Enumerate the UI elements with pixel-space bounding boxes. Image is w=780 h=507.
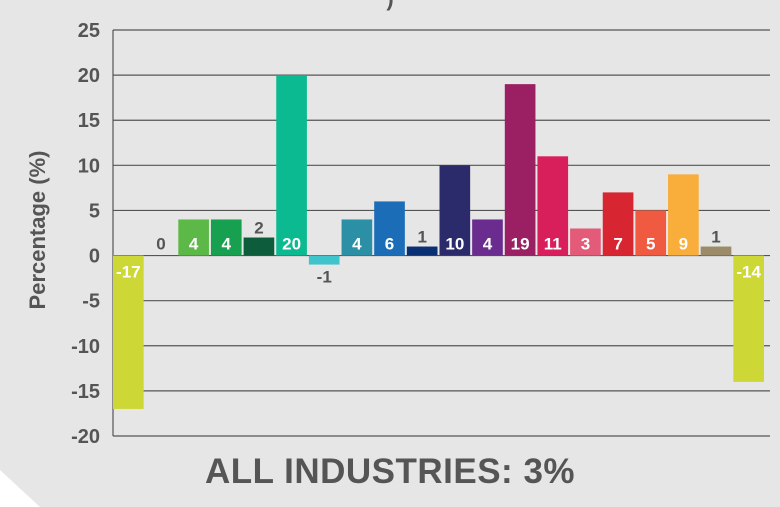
page-title-fragment: ) bbox=[0, 0, 780, 12]
bar bbox=[570, 228, 601, 256]
footer-summary: ALL INDUSTRIES: 3% bbox=[204, 452, 576, 491]
y-tick-labels: 25 20 15 10 5 0 -5 -10 -15 -20 bbox=[71, 20, 100, 448]
bar bbox=[243, 237, 275, 256]
bar bbox=[439, 165, 471, 256]
y-tick-label: 10 bbox=[78, 155, 100, 177]
bar-value-label: 3 bbox=[581, 235, 590, 254]
bar-value-label: 5 bbox=[646, 235, 655, 254]
bar bbox=[700, 246, 732, 256]
bar-value-label: 19 bbox=[511, 235, 530, 254]
y-tick-label: -5 bbox=[82, 291, 100, 313]
y-tick-label: -20 bbox=[71, 426, 100, 448]
bar-value-label: 6 bbox=[385, 235, 394, 254]
bar-value-label: -1 bbox=[317, 268, 332, 287]
bar-value-label: 11 bbox=[544, 235, 562, 254]
bar bbox=[668, 174, 699, 256]
y-tick-label: 5 bbox=[89, 200, 100, 222]
bar bbox=[635, 210, 667, 256]
bar bbox=[210, 219, 242, 256]
bar bbox=[341, 219, 373, 256]
bar-value-label: 4 bbox=[222, 235, 232, 254]
y-tick-label: 0 bbox=[89, 246, 100, 268]
bars bbox=[113, 75, 764, 409]
bar-value-label: -14 bbox=[736, 263, 761, 282]
bar bbox=[537, 156, 569, 256]
bar-value-label: 0 bbox=[156, 235, 165, 254]
bar bbox=[504, 84, 536, 256]
y-tick-label: -10 bbox=[71, 336, 100, 358]
bar bbox=[374, 201, 405, 256]
bar-value-label: 4 bbox=[483, 235, 493, 254]
y-tick-label: 15 bbox=[78, 110, 100, 132]
bar bbox=[308, 255, 340, 265]
bar bbox=[178, 219, 209, 256]
bar bbox=[602, 192, 634, 256]
bar-value-label: 2 bbox=[254, 219, 263, 238]
bar-value-label: 7 bbox=[613, 235, 622, 254]
bar bbox=[472, 219, 503, 256]
bar-value-label: 1 bbox=[711, 228, 720, 247]
bar-value-label: 20 bbox=[282, 235, 301, 254]
bar-value-label: 4 bbox=[352, 235, 362, 254]
y-tick-label: 25 bbox=[78, 20, 100, 42]
y-tick-label: 20 bbox=[78, 65, 100, 87]
y-axis-label: Percentage (%) bbox=[25, 151, 50, 310]
bar-value-label: 1 bbox=[417, 228, 426, 247]
bar-value-label: 9 bbox=[679, 235, 688, 254]
bar bbox=[406, 246, 438, 256]
bar-value-label: 10 bbox=[445, 235, 464, 254]
bar-value-label: -17 bbox=[116, 263, 141, 282]
bar-value-label: 4 bbox=[189, 235, 199, 254]
bar bbox=[113, 255, 144, 409]
y-tick-label: -15 bbox=[71, 381, 100, 403]
bar bbox=[733, 255, 764, 382]
bar bbox=[276, 75, 307, 256]
